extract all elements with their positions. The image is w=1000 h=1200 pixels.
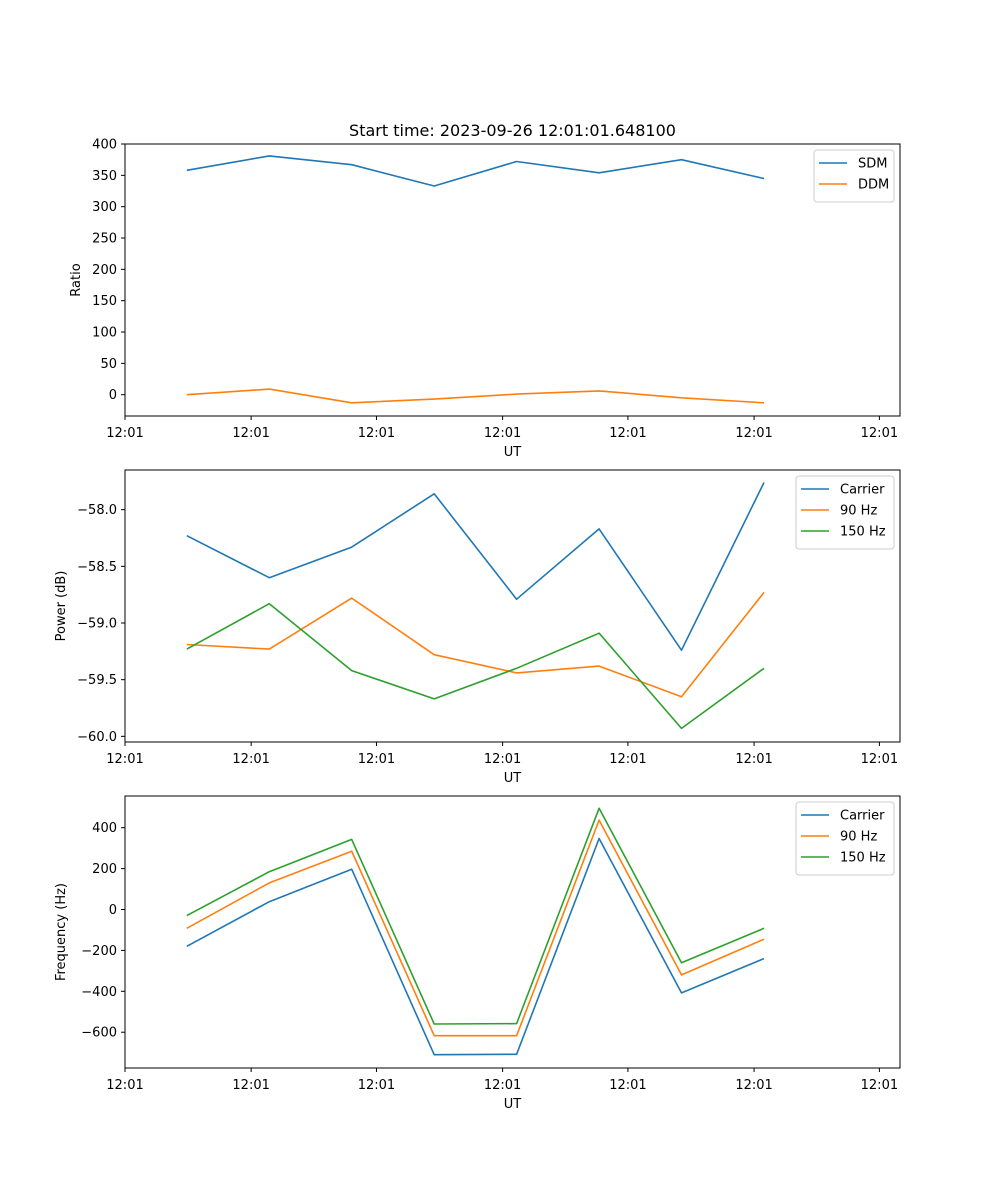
legend: Carrier 90 Hz 150 Hz <box>795 801 895 876</box>
y-tick-label: 0 <box>109 388 117 403</box>
x-tick-label: 12:01 <box>861 426 898 441</box>
plot-frame <box>124 795 901 1069</box>
y-axis-label: Frequency (Hz) <box>54 883 69 981</box>
x-axis-label: UT <box>504 445 522 460</box>
y-axis-label: Ratio <box>69 263 84 296</box>
x-tick-label: 12:01 <box>232 426 269 441</box>
x-tick-label: 12:01 <box>861 752 898 767</box>
x-tick-label: 12:01 <box>106 426 143 441</box>
legend-label: SDM <box>858 157 887 172</box>
series-line-carrier <box>186 482 765 652</box>
y-tick-label: −59.0 <box>77 617 117 632</box>
y-tick-label: 400 <box>92 138 117 153</box>
x-axis-label: UT <box>504 1097 522 1112</box>
series-line-sdm <box>186 155 765 187</box>
x-tick-label: 12:01 <box>484 426 521 441</box>
y-tick-label: −600 <box>81 1026 117 1041</box>
x-tick-label: 12:01 <box>232 1078 269 1093</box>
legend-label: 150 Hz <box>840 851 886 866</box>
series-line-150-hz <box>186 807 765 1025</box>
y-tick-label: 0 <box>109 903 117 918</box>
x-tick-label: 12:01 <box>609 426 646 441</box>
plot-frame <box>124 143 901 417</box>
series-line-150-hz <box>186 602 765 730</box>
y-tick-label: 50 <box>100 357 117 372</box>
y-tick-label: −60.0 <box>77 730 117 745</box>
y-tick-label: 300 <box>92 200 117 215</box>
x-tick-label: 12:01 <box>106 1078 143 1093</box>
series-line-ddm <box>186 388 765 404</box>
legend-label: Carrier <box>840 483 885 498</box>
x-tick-label: 12:01 <box>484 1078 521 1093</box>
y-tick-label: 100 <box>92 326 117 341</box>
y-tick-label: −400 <box>81 985 117 1000</box>
chart-panel-1: 0 50 100 150 200 250 300 350 400 12:01 12:01 12:01 1… <box>69 138 901 460</box>
x-tick-label: 12:01 <box>106 752 143 767</box>
chart-panel-3: −600 −400 −200 0 200 400 12:01 12:01 12:01 12:01 1… <box>54 795 901 1112</box>
x-axis-label: UT <box>504 771 522 786</box>
y-tick-label: 200 <box>92 862 117 877</box>
y-tick-label: −58.5 <box>77 560 117 575</box>
x-tick-label: 12:01 <box>358 426 395 441</box>
y-tick-label: 350 <box>92 169 117 184</box>
y-tick-label: −59.5 <box>77 673 117 688</box>
y-tick-label: −200 <box>81 944 117 959</box>
x-tick-label: 12:01 <box>735 426 772 441</box>
y-tick-label: 150 <box>92 294 117 309</box>
x-tick-label: 12:01 <box>735 752 772 767</box>
series-line-90-hz <box>186 591 765 698</box>
legend-label: 150 Hz <box>840 525 886 540</box>
x-tick-label: 12:01 <box>232 752 269 767</box>
legend-label: 90 Hz <box>840 830 877 845</box>
legend-label: 90 Hz <box>840 504 877 519</box>
y-tick-label: 200 <box>92 263 117 278</box>
series-line-90-hz <box>186 819 765 1037</box>
x-tick-label: 12:01 <box>609 1078 646 1093</box>
x-tick-label: 12:01 <box>358 1078 395 1093</box>
x-tick-label: 12:01 <box>609 752 646 767</box>
chart-title: Start time: 2023-09-26 12:01:01.648100 <box>349 121 676 140</box>
x-tick-label: 12:01 <box>358 752 395 767</box>
y-axis-label: Power (dB) <box>54 571 69 642</box>
series-line-carrier <box>186 837 765 1056</box>
legend-label: Carrier <box>840 809 885 824</box>
y-tick-label: −58.0 <box>77 503 117 518</box>
legend: SDM DDM <box>813 149 895 203</box>
x-tick-label: 12:01 <box>484 752 521 767</box>
legend-label: DDM <box>858 178 889 193</box>
y-tick-label: 250 <box>92 232 117 247</box>
x-tick-label: 12:01 <box>861 1078 898 1093</box>
plot-frame <box>124 469 901 743</box>
x-tick-label: 12:01 <box>735 1078 772 1093</box>
y-tick-label: 400 <box>92 821 117 836</box>
chart-panel-2: −60.0 −59.5 −59.0 −58.5 −58.0 12:01 12:01 12:01… <box>54 469 901 786</box>
legend: Carrier 90 Hz 150 Hz <box>795 475 895 550</box>
